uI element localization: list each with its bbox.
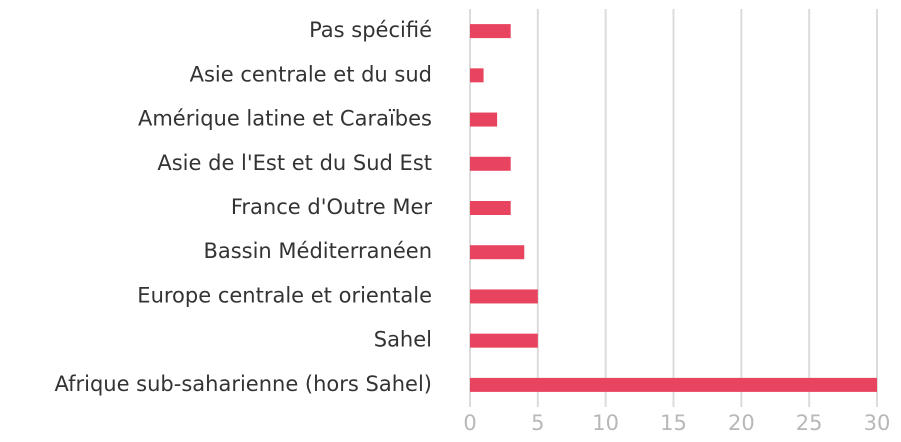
y-tick-label: Amérique latine et Caraïbes xyxy=(138,107,432,131)
bar xyxy=(470,333,538,348)
y-tick-label: Asie centrale et du sud xyxy=(190,62,432,86)
bar xyxy=(470,377,877,392)
bar xyxy=(470,201,511,215)
x-tick-label: 10 xyxy=(592,411,619,435)
bar xyxy=(470,24,511,39)
bar xyxy=(470,289,538,304)
y-tick-label: Bassin Méditerranéen xyxy=(203,239,432,263)
bar xyxy=(470,68,484,83)
y-tick-label: Sahel xyxy=(374,328,432,352)
bar xyxy=(470,112,498,127)
y-tick-label: France d'Outre Mer xyxy=(231,195,432,219)
x-tick-label: 15 xyxy=(660,411,687,435)
y-tick-label: Asie de l'Est et du Sud Est xyxy=(157,151,432,175)
bar xyxy=(470,156,511,171)
y-tick-label: Pas spécifié xyxy=(309,18,432,42)
y-tick-label: Europe centrale et orientale xyxy=(137,283,432,307)
x-tick-label: 30 xyxy=(864,411,891,435)
x-tick-label: 5 xyxy=(531,411,544,435)
y-tick-label: Afrique sub-saharienne (hors Sahel) xyxy=(54,372,432,396)
x-tick-label: 0 xyxy=(463,411,476,435)
x-tick-label: 20 xyxy=(728,411,755,435)
bar xyxy=(470,245,525,260)
x-tick-label: 25 xyxy=(796,411,823,435)
